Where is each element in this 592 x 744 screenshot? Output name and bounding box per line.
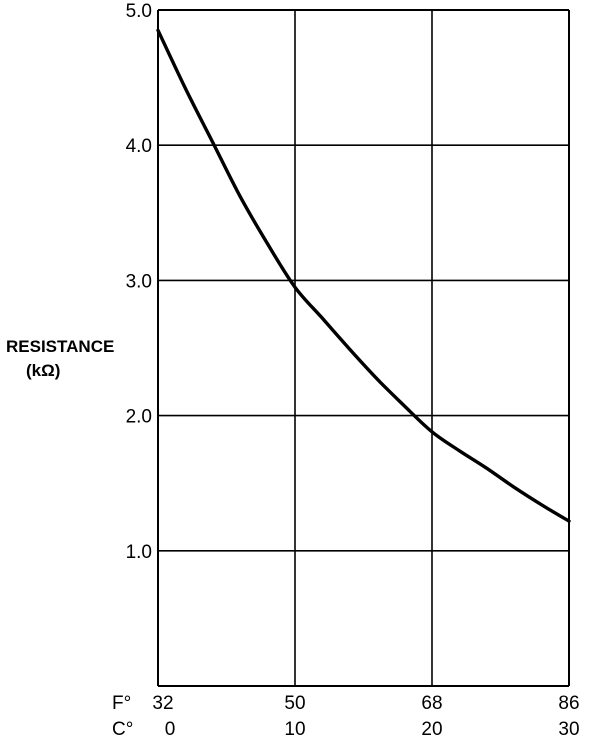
x-tick-label-celsius: 20 — [421, 719, 442, 740]
x-tick-label-celsius: 30 — [558, 719, 579, 740]
y-tick-label: 4.0 — [126, 136, 152, 157]
x-tick-label-fahrenheit: 32 — [152, 693, 173, 714]
y-tick-label: 3.0 — [126, 271, 152, 292]
x-tick-label-celsius: 0 — [165, 719, 176, 740]
curve-layer — [156, 28, 571, 523]
x-tick-label-celsius: 10 — [284, 719, 305, 740]
celsius-scale-label: C° — [112, 719, 133, 740]
grid-layer — [157, 9, 570, 687]
resistance-curve — [156, 28, 571, 523]
y-tick-label: 5.0 — [126, 1, 152, 22]
label-layer: 5.0 4.0 3.0 2.0 1.0 F° 32 50 68 86 C° 0 10 20 30 RESIST… — [6, 1, 580, 740]
y-axis-label: RESISTANCE — [6, 337, 114, 356]
y-tick-label: 1.0 — [126, 542, 152, 563]
fahrenheit-scale-label: F° — [112, 693, 131, 714]
x-tick-label-fahrenheit: 68 — [421, 693, 442, 714]
x-tick-label-fahrenheit: 50 — [284, 693, 305, 714]
y-axis-unit: (kΩ) — [26, 361, 60, 380]
x-tick-label-fahrenheit: 86 — [558, 693, 579, 714]
y-tick-label: 2.0 — [126, 407, 152, 428]
